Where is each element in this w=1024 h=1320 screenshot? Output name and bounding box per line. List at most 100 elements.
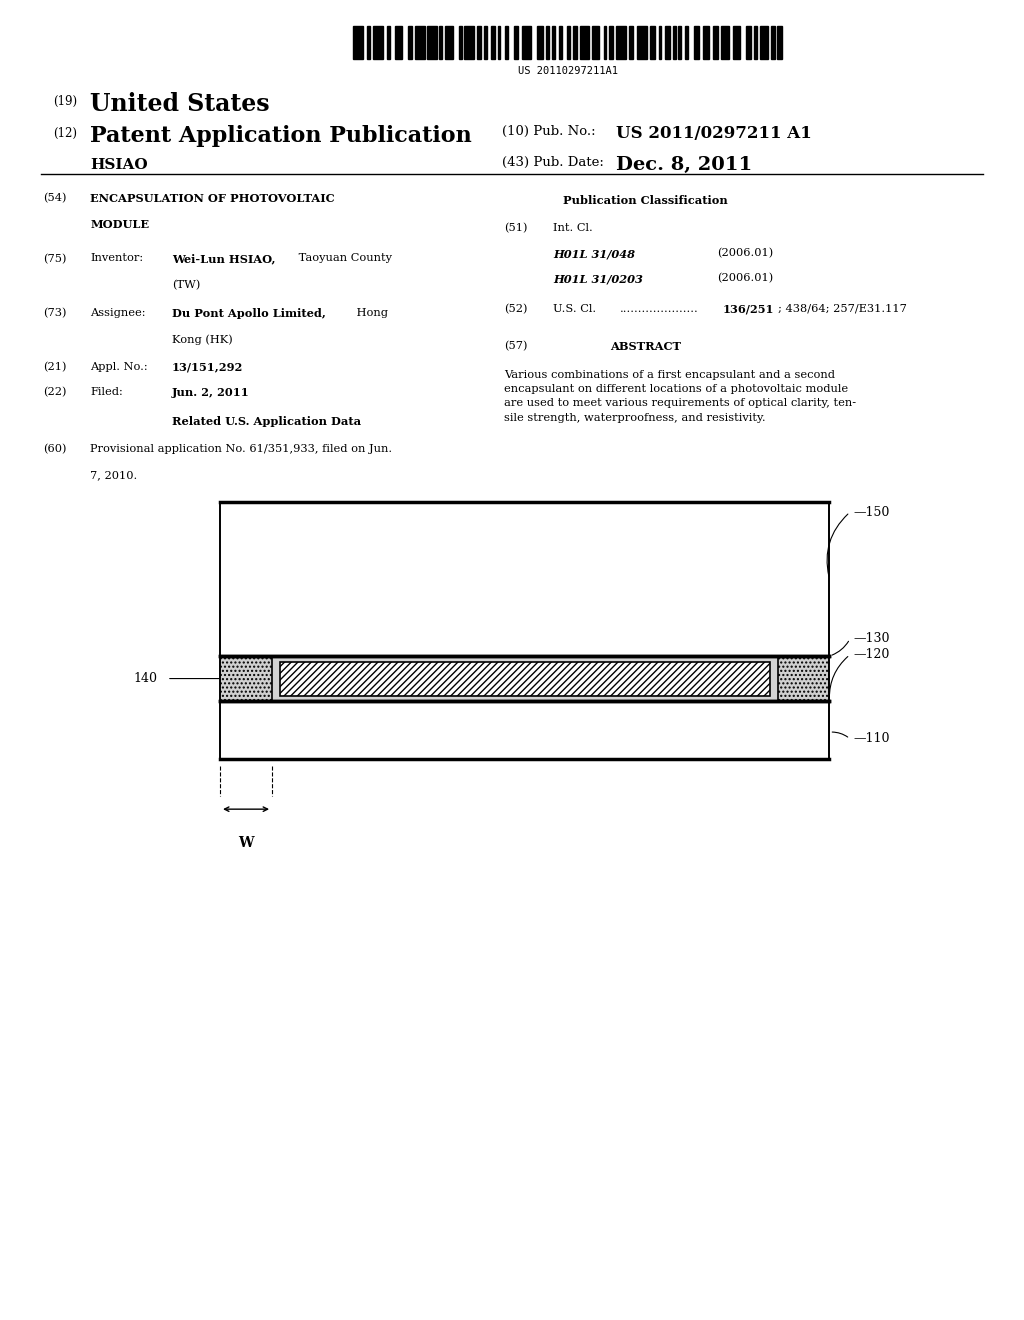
Text: W: W bbox=[239, 836, 254, 850]
Bar bbox=[220, 656, 829, 701]
Bar bbox=[220, 502, 829, 759]
Bar bbox=[685, 26, 688, 59]
Text: Kong (HK): Kong (HK) bbox=[172, 334, 232, 345]
Bar bbox=[459, 26, 462, 59]
Bar bbox=[580, 26, 589, 59]
Bar bbox=[694, 26, 699, 59]
Bar bbox=[427, 26, 436, 59]
Text: 136/251: 136/251 bbox=[723, 304, 774, 314]
Bar bbox=[409, 26, 412, 59]
Bar bbox=[498, 26, 501, 59]
Text: Dec. 8, 2011: Dec. 8, 2011 bbox=[616, 156, 753, 174]
Bar bbox=[490, 26, 496, 59]
Bar bbox=[220, 656, 272, 701]
Bar bbox=[464, 26, 474, 59]
Bar bbox=[658, 26, 662, 59]
Bar bbox=[754, 26, 757, 59]
Bar bbox=[603, 26, 606, 59]
Text: HSIAO: HSIAO bbox=[90, 158, 147, 173]
Text: (12): (12) bbox=[53, 127, 77, 140]
Bar bbox=[505, 26, 508, 59]
Text: U.S. Cl.: U.S. Cl. bbox=[553, 304, 596, 314]
Bar bbox=[538, 26, 543, 59]
Text: (10) Pub. No.:: (10) Pub. No.: bbox=[502, 125, 600, 139]
Bar bbox=[722, 26, 729, 59]
Bar bbox=[673, 26, 676, 59]
Bar bbox=[559, 26, 562, 59]
Text: (51): (51) bbox=[504, 223, 527, 234]
Text: Du Pont Apollo Limited,: Du Pont Apollo Limited, bbox=[172, 308, 326, 318]
Text: Hong: Hong bbox=[353, 308, 388, 318]
Bar bbox=[445, 26, 453, 59]
Bar bbox=[665, 26, 670, 59]
Bar bbox=[514, 26, 517, 59]
Bar bbox=[439, 26, 442, 59]
Text: H01L 31/0203: H01L 31/0203 bbox=[553, 273, 643, 284]
Bar bbox=[679, 26, 681, 59]
Text: Jun. 2, 2011: Jun. 2, 2011 bbox=[172, 387, 250, 397]
Text: Filed:: Filed: bbox=[90, 387, 123, 397]
Text: .....................: ..................... bbox=[620, 304, 698, 314]
Bar bbox=[771, 26, 775, 59]
Text: —130: —130 bbox=[853, 632, 890, 645]
Text: (TW): (TW) bbox=[172, 280, 201, 290]
Text: Patent Application Publication: Patent Application Publication bbox=[90, 125, 472, 148]
Bar bbox=[572, 26, 577, 59]
Bar bbox=[630, 26, 633, 59]
Text: Provisional application No. 61/351,933, filed on Jun.: Provisional application No. 61/351,933, … bbox=[90, 444, 392, 454]
Text: (57): (57) bbox=[504, 341, 527, 351]
Text: —120: —120 bbox=[853, 648, 890, 661]
Bar bbox=[650, 26, 655, 59]
Text: (2006.01): (2006.01) bbox=[717, 273, 773, 284]
Text: (75): (75) bbox=[43, 253, 67, 264]
Text: (54): (54) bbox=[43, 193, 67, 203]
Bar bbox=[373, 26, 383, 59]
Text: ; 438/64; 257/E31.117: ; 438/64; 257/E31.117 bbox=[778, 304, 907, 314]
Text: (2006.01): (2006.01) bbox=[717, 248, 773, 259]
Text: (52): (52) bbox=[504, 304, 527, 314]
Text: US 20110297211A1: US 20110297211A1 bbox=[518, 66, 618, 77]
Bar bbox=[703, 26, 709, 59]
Text: Related U.S. Application Data: Related U.S. Application Data bbox=[172, 416, 361, 426]
Text: Inventor:: Inventor: bbox=[90, 253, 143, 264]
Bar bbox=[760, 26, 768, 59]
Text: MODULE: MODULE bbox=[90, 219, 150, 230]
Bar bbox=[746, 26, 751, 59]
Text: US 2011/0297211 A1: US 2011/0297211 A1 bbox=[616, 125, 812, 143]
Text: H01L 31/048: H01L 31/048 bbox=[553, 248, 635, 259]
Bar bbox=[484, 26, 487, 59]
Bar bbox=[387, 26, 390, 59]
Text: United States: United States bbox=[90, 92, 269, 116]
Text: 140: 140 bbox=[133, 672, 157, 685]
Text: (60): (60) bbox=[43, 444, 67, 454]
Bar bbox=[394, 26, 402, 59]
Text: (21): (21) bbox=[43, 362, 67, 372]
Bar bbox=[566, 26, 570, 59]
Text: —150: —150 bbox=[853, 506, 890, 519]
Bar bbox=[616, 26, 626, 59]
Text: Publication Classification: Publication Classification bbox=[563, 195, 727, 206]
Bar bbox=[522, 26, 531, 59]
Text: (19): (19) bbox=[53, 95, 78, 108]
Bar bbox=[220, 502, 829, 759]
Text: 13/151,292: 13/151,292 bbox=[172, 362, 244, 372]
Bar bbox=[220, 701, 829, 759]
Bar bbox=[353, 26, 362, 59]
Text: Wei-Lun HSIAO,: Wei-Lun HSIAO, bbox=[172, 253, 275, 264]
Bar bbox=[713, 26, 718, 59]
Text: Appl. No.:: Appl. No.: bbox=[90, 362, 147, 372]
Bar bbox=[552, 26, 555, 59]
Text: ABSTRACT: ABSTRACT bbox=[609, 341, 681, 351]
Text: —110: —110 bbox=[853, 733, 890, 746]
Bar bbox=[415, 26, 425, 59]
Text: 7, 2010.: 7, 2010. bbox=[90, 470, 137, 480]
Text: (22): (22) bbox=[43, 387, 67, 397]
Text: Taoyuan County: Taoyuan County bbox=[295, 253, 392, 264]
Bar bbox=[777, 26, 781, 59]
Bar bbox=[777, 656, 829, 701]
Text: (43) Pub. Date:: (43) Pub. Date: bbox=[502, 156, 603, 169]
Text: (73): (73) bbox=[43, 308, 67, 318]
Bar bbox=[592, 26, 599, 59]
Bar bbox=[732, 26, 740, 59]
Text: Assignee:: Assignee: bbox=[90, 308, 145, 318]
